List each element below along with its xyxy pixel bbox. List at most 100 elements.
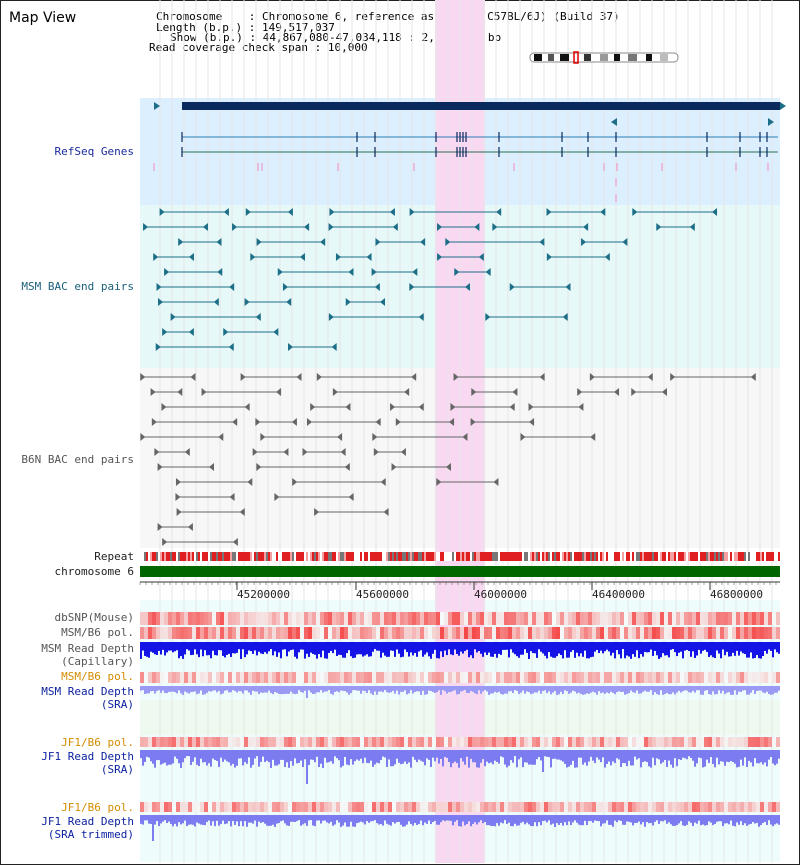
jf1-depth-sra-track-bar (592, 750, 594, 761)
msm-depth-capillary-track-bar (400, 642, 402, 658)
repeat-segment (544, 552, 546, 561)
repeat-segment (476, 552, 478, 561)
msm-depth-sra-track-bar (570, 686, 572, 693)
jf1-depth-sra-track-bar (658, 750, 660, 760)
b6n-bac-end-icon (493, 478, 499, 486)
repeat-segment (344, 552, 346, 561)
msm-b6-pol-track-cell (528, 627, 532, 639)
msm-b6-pol-track-cell (556, 627, 560, 639)
jf1-b6-pol-trim-track-cell (432, 802, 436, 812)
msm-depth-sra-track-bar (740, 686, 742, 692)
msm-depth-sra-track-bar (204, 686, 206, 695)
msm-depth-capillary-track-bar (672, 642, 674, 650)
dbsnp-track-cell (588, 612, 592, 625)
msm-depth-capillary-track-bar (702, 642, 704, 651)
jf1-depth-trim-track-bar (400, 815, 402, 825)
msm-depth-capillary-track-bar (396, 642, 398, 650)
repeat-segment (150, 552, 152, 561)
msm-bac-end-icon (412, 268, 418, 276)
msm-b6-pol-sra-track-cell (616, 672, 620, 683)
repeat-segment (152, 552, 154, 561)
msm-depth-capillary-track-bar (276, 642, 278, 657)
msm-b6-pol-track-cell (300, 627, 304, 639)
msm-depth-capillary-track-bar (338, 642, 340, 655)
dbsnp-track-cell (764, 612, 768, 625)
msm-b6-pol-track-cell (604, 627, 608, 639)
jf1-depth-trim-track-bar (744, 815, 746, 824)
msm-depth-sra-track-bar (216, 686, 218, 693)
msm-depth-capillary-track-bar (238, 642, 240, 650)
msm-b6-pol-track-cell (692, 627, 696, 639)
msm-depth-sra-track-bar (448, 686, 450, 693)
jf1-depth-sra-track-bar (698, 750, 700, 758)
jf1-depth-trim-track-bar (696, 815, 698, 824)
track-label-msm-bac[interactable]: MSM BAC end pairs (21, 280, 134, 293)
msm-b6-pol-sra-track-cell (512, 672, 516, 683)
jf1-depth-trim-track-bar (526, 815, 528, 823)
msm-depth-sra-track-bar (762, 686, 764, 693)
msm-depth-capillary-track-bar (388, 642, 390, 657)
repeat-segment (256, 552, 258, 561)
dbsnp-track-cell (160, 612, 164, 625)
repeat-segment (240, 552, 242, 561)
msm-depth-capillary-track-bar (278, 642, 280, 653)
jf1-b6-pol-track-cell (740, 737, 744, 747)
b6n-bac-end-icon (418, 403, 424, 411)
jf1-depth-trim-track-bar (538, 815, 540, 823)
jf1-depth-sra-track-bar (170, 750, 172, 765)
jf1-depth-sra-track-bar (766, 750, 768, 767)
repeat-segment (574, 552, 576, 561)
msm-depth-sra-track-bar (266, 686, 268, 693)
repeat-segment (500, 552, 502, 561)
jf1-depth-sra-track-bar (216, 750, 218, 761)
msm-depth-sra-track-bar (404, 686, 406, 691)
repeat-segment (700, 552, 702, 561)
jf1-depth-trim-track-bar (664, 815, 666, 821)
jf1-depth-trim-track-bar (516, 815, 518, 826)
msm-depth-sra-track-bar (520, 686, 522, 693)
repeat-segment (558, 552, 560, 561)
msm-depth-capillary-track-bar (432, 642, 434, 654)
msm-bac-end-icon (213, 298, 219, 306)
msm-depth-capillary-track-bar (378, 642, 380, 651)
msm-depth-capillary-track-bar (402, 642, 404, 657)
repeat-segment (540, 552, 542, 561)
msm-depth-sra-track-bar (532, 686, 534, 694)
track-label-refseq[interactable]: RefSeq Genes (54, 145, 134, 158)
repeat-segment (394, 552, 396, 561)
repeat-segment (336, 552, 338, 561)
msm-b6-pol-track-cell (188, 627, 192, 639)
repeat-segment (346, 552, 348, 561)
msm-b6-pol-sra-track-cell (720, 672, 724, 683)
msm-depth-sra-track-bar (402, 686, 404, 692)
dbsnp-track-cell (180, 612, 184, 625)
jf1-depth-trim-track-bar (146, 815, 148, 821)
msm-depth-sra-track-bar (568, 686, 570, 694)
jf1-b6-pol-track-cell (648, 737, 652, 747)
msm-bac-end-icon (485, 313, 491, 321)
jf1-depth-sra-track-bar (400, 750, 402, 765)
repeat-segment (308, 552, 310, 561)
jf1-depth-trim-track-bar (610, 815, 612, 825)
msm-depth-capillary-track-bar (420, 642, 422, 651)
jf1-depth-trim-track-bar (334, 815, 336, 825)
jf1-depth-trim-track-bar (432, 815, 434, 822)
jf1-depth-sra-track-bar (750, 750, 752, 763)
msm-depth-capillary-track-bar (392, 642, 394, 651)
msm-b6-pol-track-cell (520, 627, 524, 639)
b6n-bac-end-icon (528, 403, 534, 411)
repeat-segment (432, 552, 434, 561)
repeat-segment (664, 552, 666, 561)
msm-b6-pol-track-cell (728, 627, 732, 639)
msm-bac-end-icon (273, 328, 279, 336)
repeat-segment (340, 552, 342, 561)
repeat-segment (576, 552, 578, 561)
repeat-segment (714, 552, 716, 561)
dbsnp-track-cell (228, 612, 232, 625)
jf1-depth-sra-track-bar (472, 750, 474, 763)
track-label-b6n-bac[interactable]: B6N BAC end pairs (21, 453, 134, 466)
jf1-b6-pol-trim-track-cell (452, 802, 456, 812)
ideogram-band (660, 54, 668, 61)
msm-depth-sra-track (140, 686, 780, 698)
